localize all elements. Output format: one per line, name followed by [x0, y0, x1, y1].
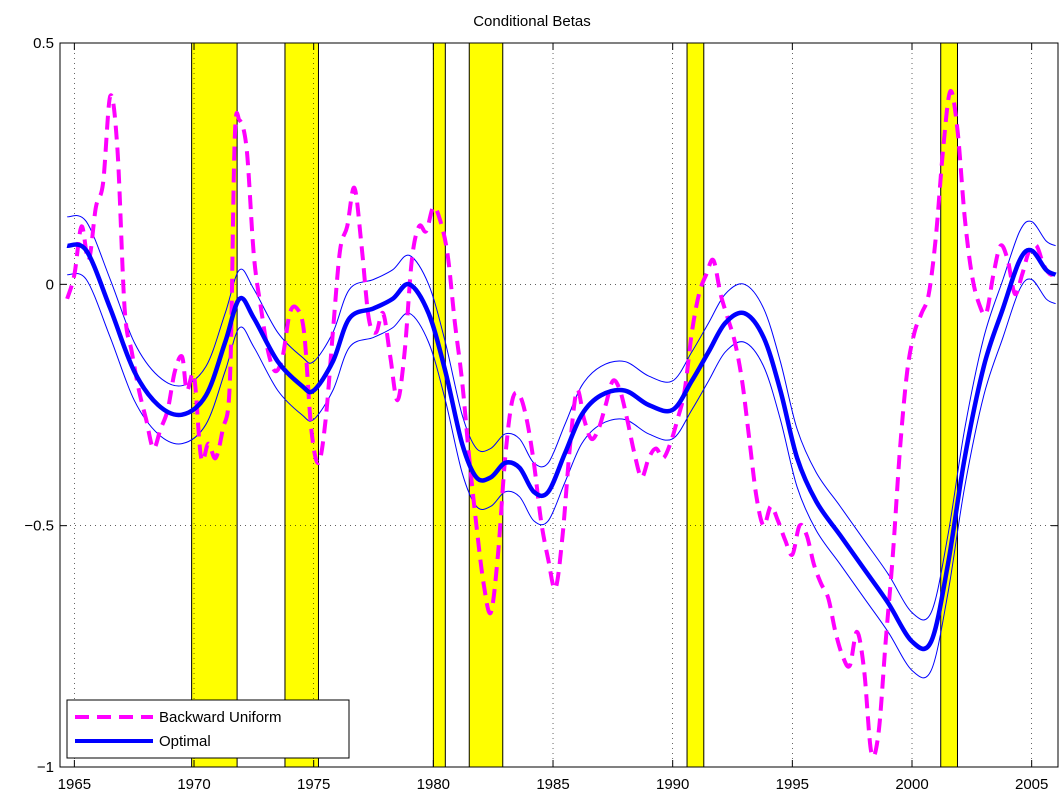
- confidence-bands: [67, 215, 1056, 679]
- y-tick-label: 0: [46, 276, 54, 293]
- upper-confidence-band: [67, 215, 1056, 621]
- lower-confidence-band: [67, 272, 1056, 679]
- x-tick-label: 2005: [1015, 776, 1048, 793]
- y-tick-label: −0.5: [24, 518, 54, 535]
- x-tick-label: 1990: [656, 776, 689, 793]
- axis-ticks: 1965 1970 1975 1980 1985 1990 1995 2000 2005 −1 −0…: [24, 35, 1058, 793]
- x-tick-label: 1995: [776, 776, 809, 793]
- x-tick-label: 1965: [58, 776, 91, 793]
- plot-frame: [59, 42, 1059, 768]
- series-optimal: [66, 242, 1057, 652]
- x-tick-label: 2000: [895, 776, 928, 793]
- chart-title: Conditional Betas: [473, 13, 591, 30]
- x-tick-label: 1985: [536, 776, 569, 793]
- grid-lines: [60, 42, 1058, 768]
- y-tick-label: −1: [37, 759, 54, 776]
- recession-band: [686, 42, 705, 768]
- recession-band: [468, 42, 504, 768]
- legend-label-optimal: Optimal: [159, 733, 211, 750]
- recession-bands: [191, 42, 958, 768]
- x-tick-label: 1970: [177, 776, 210, 793]
- recession-band: [432, 42, 446, 768]
- legend-box: [66, 699, 350, 759]
- x-tick-label: 1980: [417, 776, 450, 793]
- y-tick-label: 0.5: [33, 35, 54, 52]
- series-backward-uniform: [65, 89, 1058, 759]
- x-tick-label: 1975: [297, 776, 330, 793]
- series-lines: [65, 89, 1058, 759]
- legend-label-backward-uniform: Backward Uniform: [159, 709, 282, 726]
- legend: Backward Uniform Optimal: [66, 699, 350, 759]
